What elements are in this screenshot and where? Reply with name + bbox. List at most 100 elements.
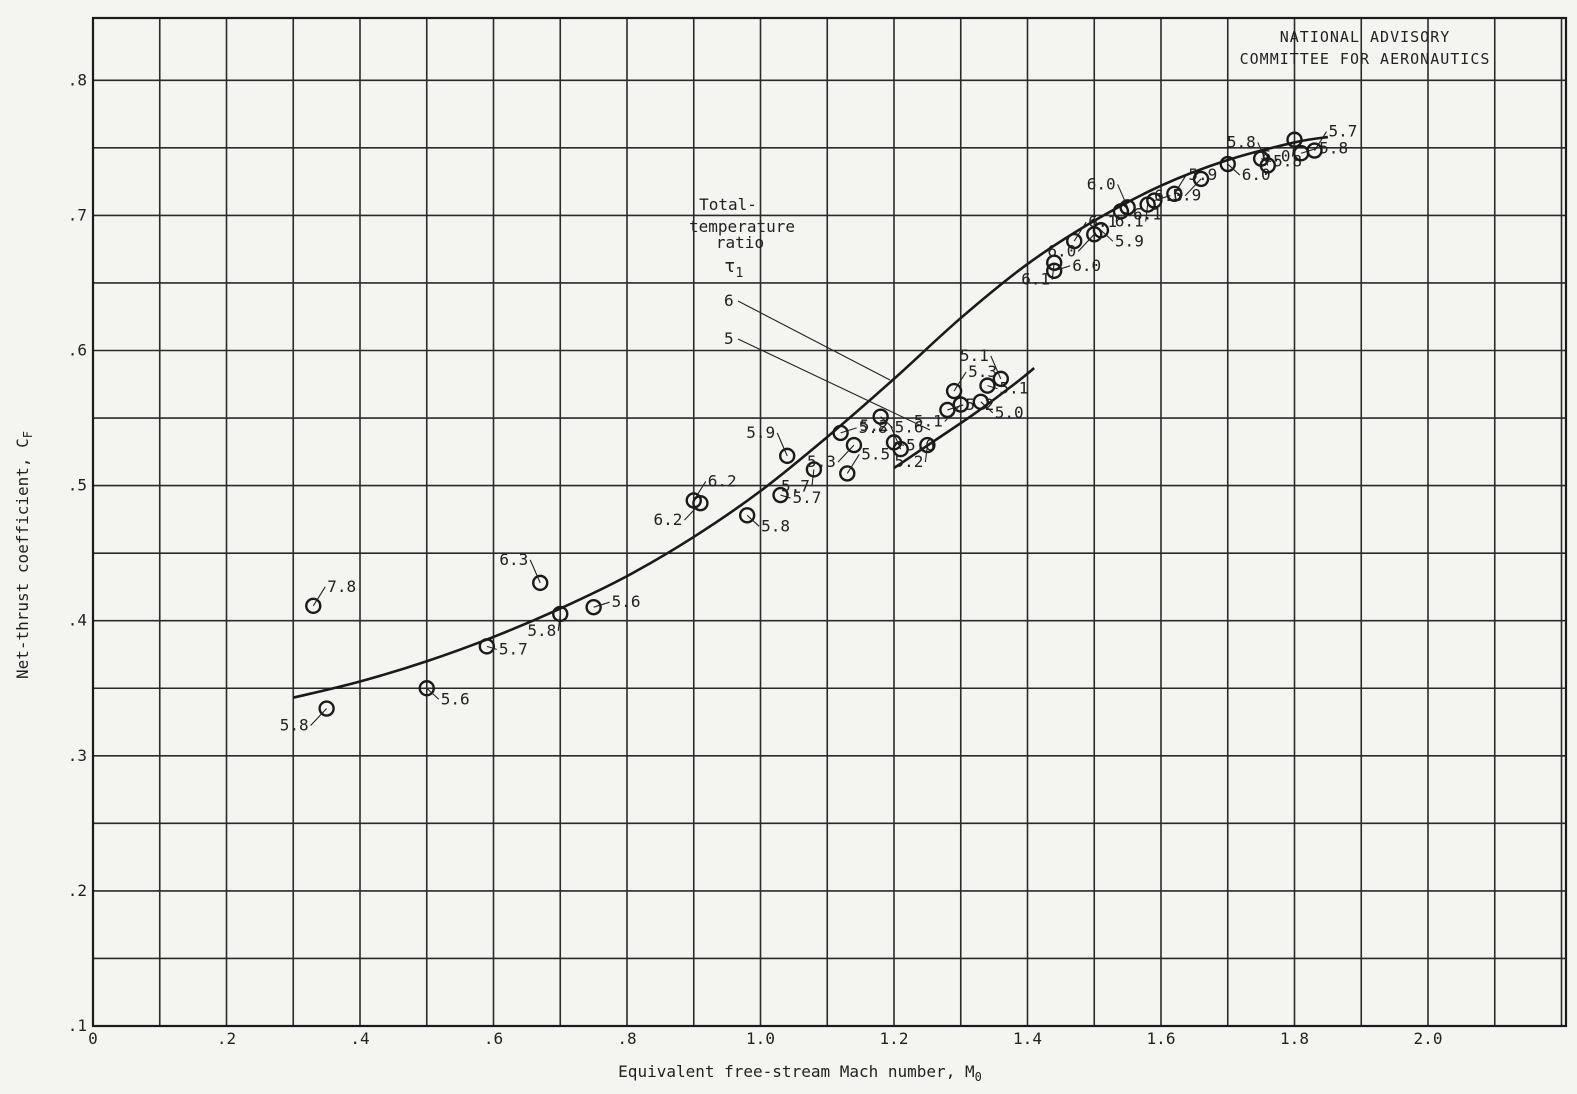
data-point-label: 5.3 xyxy=(968,362,997,381)
data-point xyxy=(945,382,963,400)
data-point-label: 5.0 xyxy=(995,403,1024,422)
x-tick-label: 1.2 xyxy=(880,1029,909,1048)
data-point xyxy=(919,436,936,454)
data-point xyxy=(979,377,996,394)
data-point-label: 5.8 xyxy=(1319,138,1348,157)
data-point-label: 6.0 xyxy=(1262,147,1291,166)
data-point xyxy=(1045,262,1063,279)
data-point xyxy=(305,597,322,615)
legend-entry-label: 6 xyxy=(724,291,734,310)
data-point-label: 6.0 xyxy=(1087,174,1116,193)
data-point-label: 6.3 xyxy=(499,550,528,569)
data-point xyxy=(478,638,496,655)
data-point xyxy=(318,700,335,717)
data-point-leader xyxy=(880,416,894,429)
legend-entry-label: 5 xyxy=(724,329,734,348)
data-point-leader xyxy=(1077,233,1095,252)
data-point-label: 6.1 xyxy=(1133,204,1162,223)
data-point-label: 5.1 xyxy=(960,346,989,365)
data-point xyxy=(992,370,1009,388)
data-point-label: 5.6 xyxy=(441,689,470,708)
data-point-leader xyxy=(1314,131,1327,151)
legend-symbol-main: τ xyxy=(724,255,735,277)
data-point-leader xyxy=(557,613,561,632)
data-point-label: 5.7 xyxy=(499,639,528,658)
data-point-leader xyxy=(426,687,440,700)
note-line-1: NATIONAL ADVISORY xyxy=(1280,28,1451,46)
data-point-leader xyxy=(1227,163,1241,176)
data-point-leader xyxy=(1145,204,1149,222)
data-point-label: 5.6 xyxy=(612,592,641,611)
data-point xyxy=(1092,222,1110,239)
data-point xyxy=(1119,199,1136,216)
data-point xyxy=(1259,157,1277,174)
data-point-leader xyxy=(1073,221,1087,242)
data-point-leader xyxy=(312,586,326,607)
data-point xyxy=(738,507,756,524)
data-point-label: 5.8 xyxy=(280,716,309,735)
data-point-label: 5.7 xyxy=(781,476,810,495)
data-point-label: 6.1 xyxy=(1115,212,1144,231)
data-point-label: 5.1 xyxy=(914,412,943,431)
x-tick-label: 1.4 xyxy=(1013,1029,1042,1048)
data-point-label: 5.1 xyxy=(999,379,1028,398)
x-axis-label-text: Equivalent free-stream Mach number, M xyxy=(618,1062,974,1081)
data-point-leader xyxy=(944,404,962,422)
data-point xyxy=(772,486,789,504)
x-tick-label: .4 xyxy=(350,1029,369,1048)
data-point-label: 5.9 xyxy=(1188,165,1217,184)
data-point xyxy=(552,605,569,623)
x-tick-label: .8 xyxy=(617,1029,636,1048)
curve-tau-6 xyxy=(292,135,1329,699)
data-point-label: 6.0 xyxy=(1072,256,1101,275)
data-point-leader xyxy=(811,469,815,487)
data-point-label: 6.2 xyxy=(708,471,737,490)
data-point-leader xyxy=(987,385,998,390)
data-point xyxy=(839,465,856,482)
y-axis-label-subscript: F xyxy=(21,431,35,438)
legend-entry-leader xyxy=(737,300,891,381)
data-point xyxy=(872,408,889,425)
data-point-leader xyxy=(840,427,857,434)
data-point-leader xyxy=(310,708,328,726)
data-point-label: 5.6 xyxy=(895,418,924,437)
data-point-leader xyxy=(1173,174,1187,195)
data-point xyxy=(1066,232,1083,250)
data-point-group: 7.85.85.65.76.35.85.66.26.2 5.85.75.95.75… xyxy=(280,122,1358,735)
data-point-label: 6.2 xyxy=(654,510,683,529)
data-point-leader xyxy=(529,559,541,584)
data-point xyxy=(892,440,909,458)
data-point xyxy=(1166,185,1183,202)
data-point xyxy=(805,461,823,478)
x-tick-label: .2 xyxy=(217,1029,236,1048)
y-axis-label: Net-thrust coefficient, CF xyxy=(13,431,35,679)
x-axis-label: Equivalent free-stream Mach number, M0 xyxy=(618,1062,982,1084)
data-point xyxy=(1192,170,1210,188)
data-point-leader xyxy=(1117,184,1129,208)
y-tick-label: .8 xyxy=(68,70,87,89)
data-point-leader xyxy=(486,645,497,650)
data-point-leader xyxy=(924,445,928,463)
data-point xyxy=(1146,192,1163,209)
y-axis-label-text: Net-thrust coefficient, C xyxy=(13,438,32,679)
x-tick-label: 1.0 xyxy=(746,1029,775,1048)
y-tick-label: .6 xyxy=(68,341,87,360)
data-point-label: 5.3 xyxy=(807,452,836,471)
data-point xyxy=(952,396,969,413)
data-point xyxy=(532,574,549,592)
data-point-leader xyxy=(776,432,788,457)
data-point-leader xyxy=(990,355,1002,380)
data-point-leader xyxy=(1301,147,1318,154)
data-point-leader xyxy=(780,494,791,499)
data-point xyxy=(1219,155,1236,173)
grid-lines xyxy=(91,16,1568,1028)
data-point-label: 5.5 xyxy=(861,444,890,463)
data-point xyxy=(1286,131,1303,148)
data-point-label: 5.8 xyxy=(1227,132,1256,151)
legend-entry-leader xyxy=(737,338,931,431)
data-point-label: 6.0 xyxy=(1154,186,1183,205)
data-point-label: 7.8 xyxy=(327,577,356,596)
x-tick-label: 0 xyxy=(88,1029,98,1048)
